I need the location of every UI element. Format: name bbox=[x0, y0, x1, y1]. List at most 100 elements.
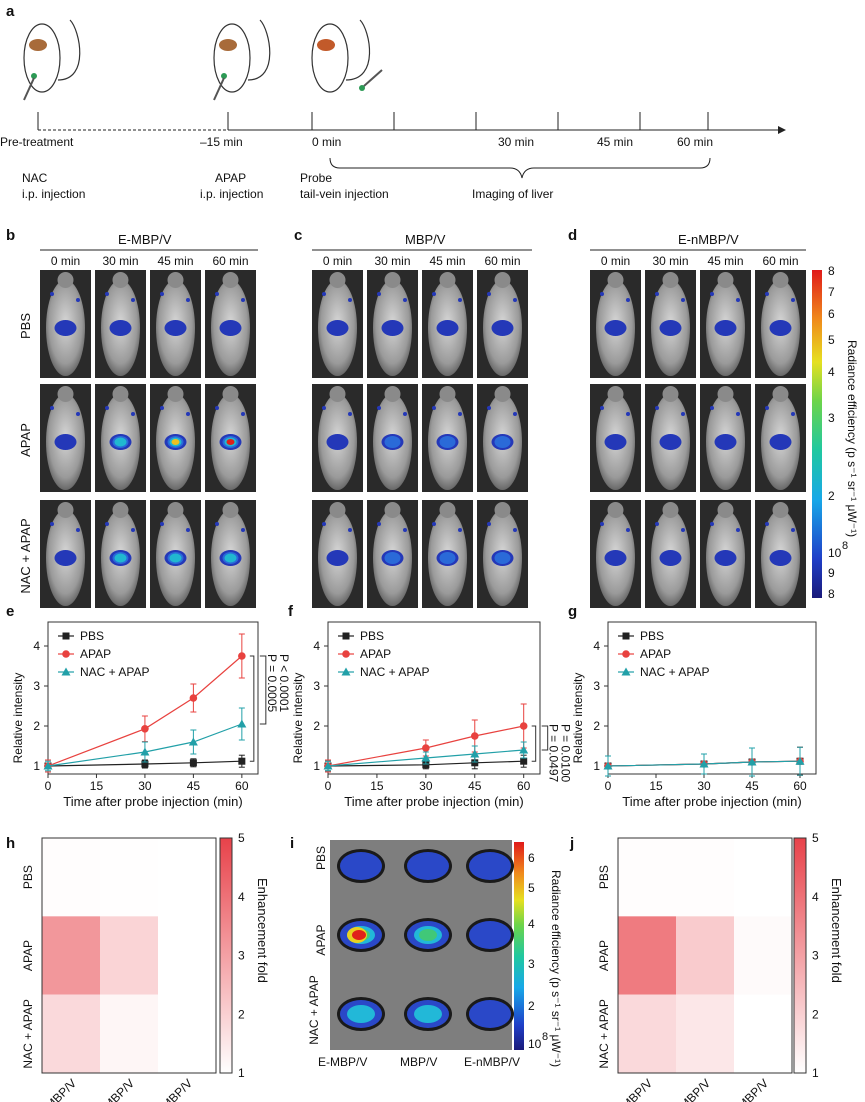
data-point bbox=[189, 759, 197, 767]
mouse-image-tile bbox=[40, 270, 91, 378]
heatmap-cell bbox=[158, 994, 216, 1073]
panel-i-row-nac-apap: NAC + APAP bbox=[307, 975, 321, 1044]
heatmap-cell bbox=[158, 916, 216, 995]
mouse-head bbox=[57, 272, 74, 288]
legend-marker bbox=[61, 667, 71, 676]
x-tick-label: 0 bbox=[325, 779, 332, 793]
mouse-head bbox=[662, 502, 679, 518]
panel-i-row-apap: APAP bbox=[314, 924, 328, 955]
p-value-annotation: P = 0.0497 bbox=[547, 724, 561, 782]
row-label-pbs: PBS bbox=[18, 313, 33, 339]
time-label-layer: 0 min 30 min 45 min 60 min 0 min 30 min 45 min… bbox=[51, 254, 799, 268]
mouse-head bbox=[494, 502, 511, 518]
time-label: 45 min bbox=[707, 254, 743, 268]
signal-outer bbox=[54, 550, 77, 566]
x-tick-label: 0 bbox=[45, 779, 52, 793]
mouse-head bbox=[717, 272, 734, 288]
timeline-tick-0: 0 min bbox=[312, 135, 341, 149]
signal-speck bbox=[241, 528, 245, 532]
mouse-image-tile bbox=[755, 384, 806, 492]
heatmap-cell bbox=[100, 916, 158, 995]
panel-label-c: c bbox=[294, 227, 302, 244]
event-apap-line2: i.p. injection bbox=[200, 187, 263, 201]
heatmap-cell bbox=[100, 838, 158, 917]
heatmap-col-label: E-nMBP/V bbox=[146, 1076, 196, 1102]
x-tick-label: 15 bbox=[90, 779, 104, 793]
mouse-image-tile bbox=[755, 270, 806, 378]
data-point bbox=[470, 749, 480, 758]
y-tick-label: 1 bbox=[33, 759, 40, 773]
mouse-image-tile bbox=[367, 270, 418, 378]
signal-speck bbox=[513, 528, 517, 532]
mouse-head bbox=[717, 502, 734, 518]
colorbar-tick-label: 2 bbox=[812, 1007, 819, 1021]
signal-outer bbox=[54, 434, 77, 450]
series-line bbox=[607, 760, 801, 767]
data-point bbox=[603, 761, 613, 770]
signal-outer bbox=[604, 434, 627, 450]
signal-speck bbox=[791, 412, 795, 416]
timeline-tick-minus15: –15 min bbox=[200, 135, 243, 149]
y-tick-label: 4 bbox=[33, 639, 40, 653]
mouse-head bbox=[384, 272, 401, 288]
panel-i-cbar-10: 10 bbox=[528, 1037, 542, 1051]
mouse-illustration-2 bbox=[213, 19, 271, 101]
signal-speck bbox=[377, 292, 381, 296]
signal-speck bbox=[765, 292, 769, 296]
data-point bbox=[188, 737, 198, 746]
signal-speck bbox=[215, 406, 219, 410]
mouse-image-tile bbox=[150, 384, 201, 492]
data-point bbox=[470, 732, 479, 740]
mouse-head bbox=[222, 386, 239, 402]
mouse-head bbox=[494, 386, 511, 402]
heatmap-cell bbox=[618, 838, 676, 917]
data-point bbox=[422, 761, 430, 769]
legend-marker bbox=[342, 650, 350, 658]
x-tick-label: 60 bbox=[793, 779, 807, 793]
signal-core bbox=[226, 439, 235, 445]
heatmap-row-label: NAC + APAP bbox=[597, 999, 611, 1068]
heatmap-cell bbox=[618, 916, 676, 995]
mouse-image-tile bbox=[422, 500, 473, 608]
x-tick-label: 15 bbox=[649, 779, 663, 793]
series-line bbox=[327, 725, 524, 767]
signal-speck bbox=[600, 522, 604, 526]
data-point bbox=[699, 759, 709, 768]
plot-frame bbox=[607, 621, 817, 775]
mouse-image-tile bbox=[477, 500, 528, 608]
mouse-head bbox=[167, 502, 184, 518]
heatmap-cell bbox=[42, 838, 100, 917]
signal-speck bbox=[241, 298, 245, 302]
panel-i-cbar-exp: 8 bbox=[542, 1031, 548, 1043]
heatmap-row-label: NAC + APAP bbox=[21, 999, 35, 1068]
colorbar-label: Enhancement fold bbox=[255, 878, 270, 983]
data-point bbox=[747, 757, 757, 766]
signal-speck bbox=[458, 412, 462, 416]
cbar-tick-3: 3 bbox=[828, 411, 835, 425]
mouse-image-tile bbox=[590, 384, 641, 492]
signal-speck bbox=[131, 528, 135, 532]
signal-outer bbox=[326, 320, 349, 336]
signal-outer bbox=[219, 320, 242, 336]
mouse-head bbox=[662, 272, 679, 288]
signal-outer bbox=[604, 320, 627, 336]
mouse-image-tile bbox=[312, 384, 363, 492]
mouse-image-tile bbox=[477, 270, 528, 378]
mouse-image-tile bbox=[590, 270, 641, 378]
heatmap-cell bbox=[158, 838, 216, 917]
legend-marker bbox=[622, 632, 630, 640]
row-label-apap: APAP bbox=[18, 423, 33, 457]
time-label: 30 min bbox=[374, 254, 410, 268]
heatmap-cell bbox=[676, 916, 734, 995]
imaging-grid bbox=[40, 270, 806, 608]
heatmap-col-label: MBP/V bbox=[101, 1076, 137, 1102]
y-tick-label: 3 bbox=[593, 679, 600, 693]
legend-marker bbox=[341, 667, 351, 676]
mouse-image-tile bbox=[477, 384, 528, 492]
time-label: 0 min bbox=[51, 254, 80, 268]
signal-mid bbox=[439, 552, 456, 564]
y-tick-label: 2 bbox=[313, 719, 320, 733]
mouse-head bbox=[439, 272, 456, 288]
timeline-tick-30: 30 min bbox=[498, 135, 534, 149]
signal-speck bbox=[50, 406, 54, 410]
